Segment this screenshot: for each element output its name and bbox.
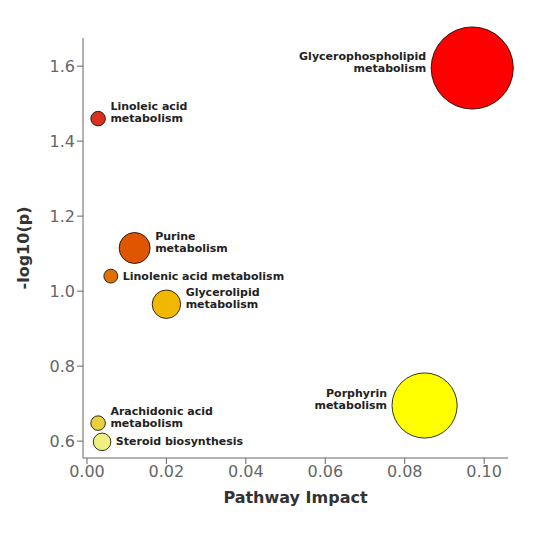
svg-text:1.6: 1.6 (50, 57, 75, 76)
svg-text:Glycerophospholipidmetabolism: Glycerophospholipidmetabolism (299, 50, 426, 75)
svg-text:Purinemetabolism: Purinemetabolism (155, 230, 228, 255)
svg-text:Pathway Impact: Pathway Impact (223, 488, 368, 507)
svg-text:1.2: 1.2 (50, 207, 75, 226)
svg-text:Linolenic acid metabolism: Linolenic acid metabolism (123, 270, 284, 283)
svg-text:0.8: 0.8 (50, 357, 75, 376)
svg-text:0.06: 0.06 (307, 462, 343, 481)
svg-text:Arachidonic acidmetabolism: Arachidonic acidmetabolism (110, 405, 212, 430)
svg-text:1.4: 1.4 (50, 132, 75, 151)
svg-text:Steroid biosynthesis: Steroid biosynthesis (116, 435, 244, 448)
svg-text:Linoleic acidmetabolism: Linoleic acidmetabolism (110, 100, 187, 125)
svg-text:1.0: 1.0 (50, 282, 75, 301)
svg-text:0.00: 0.00 (69, 462, 105, 481)
svg-text:Glycerolipidmetabolism: Glycerolipidmetabolism (186, 286, 260, 311)
svg-text:-log10(p): -log10(p) (14, 207, 33, 290)
svg-text:0.02: 0.02 (149, 462, 185, 481)
svg-text:Porphyrinmetabolism: Porphyrinmetabolism (314, 387, 387, 412)
svg-text:0.6: 0.6 (50, 432, 75, 451)
svg-text:0.08: 0.08 (387, 462, 423, 481)
svg-text:0.04: 0.04 (228, 462, 264, 481)
svg-text:0.10: 0.10 (466, 462, 502, 481)
